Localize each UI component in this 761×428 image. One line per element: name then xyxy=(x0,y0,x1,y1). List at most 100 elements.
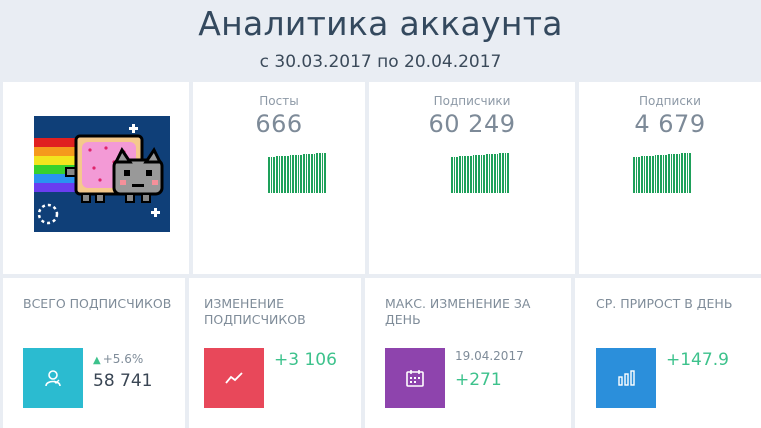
stat-value: 4 679 xyxy=(634,110,706,138)
stat-value: 60 249 xyxy=(428,110,516,138)
sparkline-bar xyxy=(464,156,467,193)
sparkline-bar xyxy=(689,153,692,193)
sparkline-bar xyxy=(281,156,284,193)
sparkline-bar xyxy=(292,155,294,193)
sparkline-bar xyxy=(477,155,480,193)
sparkline-bar xyxy=(504,153,507,193)
sparkline-bar xyxy=(319,153,321,193)
tile-avg-growth xyxy=(596,348,656,408)
sparkline-bar xyxy=(678,154,681,193)
sparkline-bar xyxy=(459,156,461,193)
sparkline-bar xyxy=(494,154,496,193)
sparkline-bar xyxy=(499,153,502,193)
sparkline-bar xyxy=(681,153,684,193)
sparkline-bar xyxy=(302,154,305,193)
following-sparkline xyxy=(633,152,692,193)
sparkline-bar xyxy=(676,154,678,193)
followers-sparkline xyxy=(451,152,510,193)
sparkline-bar xyxy=(313,154,316,193)
sparkline-bar xyxy=(321,153,324,193)
sparkline-bar xyxy=(480,155,483,193)
sparkline-bar xyxy=(496,154,499,193)
sparkline-bar xyxy=(294,155,297,193)
avatar-panel xyxy=(3,82,189,274)
posts-sparkline xyxy=(268,152,327,193)
sparkline-bar xyxy=(686,153,689,193)
sparkline-bar xyxy=(467,156,469,193)
sparkline-bar xyxy=(507,153,510,193)
user-icon xyxy=(45,370,61,387)
sparkline-bar xyxy=(324,153,327,193)
card-label: Макс. изменение за день xyxy=(385,296,531,327)
bar-chart-icon xyxy=(618,370,635,386)
sparkline-bar xyxy=(483,155,485,193)
card-max-change: Макс. изменение за день 19.04.2017 +271 xyxy=(365,278,571,428)
sparkline-bar xyxy=(300,155,302,193)
sparkline-bar xyxy=(488,154,491,193)
sparkline-bar xyxy=(472,155,475,193)
nyan-cat-image xyxy=(34,116,170,232)
sparkline-bar xyxy=(305,154,308,193)
sparkline-bar xyxy=(278,156,281,193)
sparkline-bar xyxy=(662,155,665,193)
growth-percent: ▲ +5.6% xyxy=(93,352,144,366)
trend-line-icon xyxy=(225,372,243,384)
avatar[interactable] xyxy=(34,116,170,232)
sparkline-bar xyxy=(273,157,276,193)
tile-total-followers xyxy=(23,348,83,408)
max-change-value: +271 xyxy=(455,370,502,390)
followers-change-value: +3 106 xyxy=(274,350,337,370)
stat-label: Посты xyxy=(259,94,299,108)
sparkline-bar xyxy=(649,156,651,193)
sparkline-bar xyxy=(641,156,643,193)
tile-followers-change xyxy=(204,348,264,408)
arrow-up-icon: ▲ xyxy=(93,355,101,366)
sparkline-bar xyxy=(646,156,649,193)
sparkline-bar xyxy=(667,154,670,193)
sparkline-bar xyxy=(451,157,453,193)
sparkline-bar xyxy=(654,155,657,193)
sparkline-bar xyxy=(657,155,659,193)
sparkline-bar xyxy=(456,157,459,193)
stat-following: Подписки 4 679 xyxy=(579,82,761,274)
sparkline-bar xyxy=(453,157,456,193)
date-range: с 30.03.2017 по 20.04.2017 xyxy=(259,52,502,72)
card-label: Всего подписчиков xyxy=(23,296,172,311)
sparkline-bar xyxy=(316,153,319,193)
sparkline-bar xyxy=(461,156,464,193)
sparkline-bar xyxy=(268,157,270,193)
sparkline-bar xyxy=(684,153,686,193)
sparkline-bar xyxy=(311,154,313,193)
sparkline-bar xyxy=(673,154,675,193)
sparkline-bar xyxy=(502,153,504,193)
stat-label: Подписчики xyxy=(433,94,511,108)
tile-max-change xyxy=(385,348,445,408)
stat-value: 666 xyxy=(255,110,303,138)
sparkline-bar xyxy=(284,156,286,193)
total-followers-value: 58 741 xyxy=(93,371,153,391)
card-label: Ср. прирост в день xyxy=(596,296,733,311)
card-label: Изменение подписчиков xyxy=(204,296,306,327)
page-title: Аналитика аккаунта xyxy=(198,4,563,43)
sparkline-bar xyxy=(485,154,488,193)
sparkline-bar xyxy=(270,157,273,193)
sparkline-bar xyxy=(308,154,310,193)
sparkline-bar xyxy=(297,155,300,193)
calendar-icon xyxy=(406,370,424,387)
stat-label: Подписки xyxy=(639,94,701,108)
card-followers-change: Изменение подписчиков +3 106 xyxy=(189,278,361,428)
sparkline-bar xyxy=(659,155,662,193)
stat-followers: Подписчики 60 249 xyxy=(369,82,575,274)
sparkline-bar xyxy=(289,155,292,193)
max-change-date: 19.04.2017 xyxy=(455,349,524,363)
card-total-followers: Всего подписчиков ▲ +5.6% 58 741 xyxy=(3,278,185,428)
sparkline-bar xyxy=(635,157,638,193)
sparkline-bar xyxy=(276,156,278,193)
sparkline-bar xyxy=(643,156,646,193)
sparkline-bar xyxy=(286,156,289,193)
sparkline-bar xyxy=(491,154,493,193)
card-avg-growth: Ср. прирост в день +147.9 xyxy=(575,278,761,428)
sparkline-bar xyxy=(633,157,635,193)
stat-posts: Посты 666 xyxy=(193,82,365,274)
sparkline-bar xyxy=(665,155,667,193)
